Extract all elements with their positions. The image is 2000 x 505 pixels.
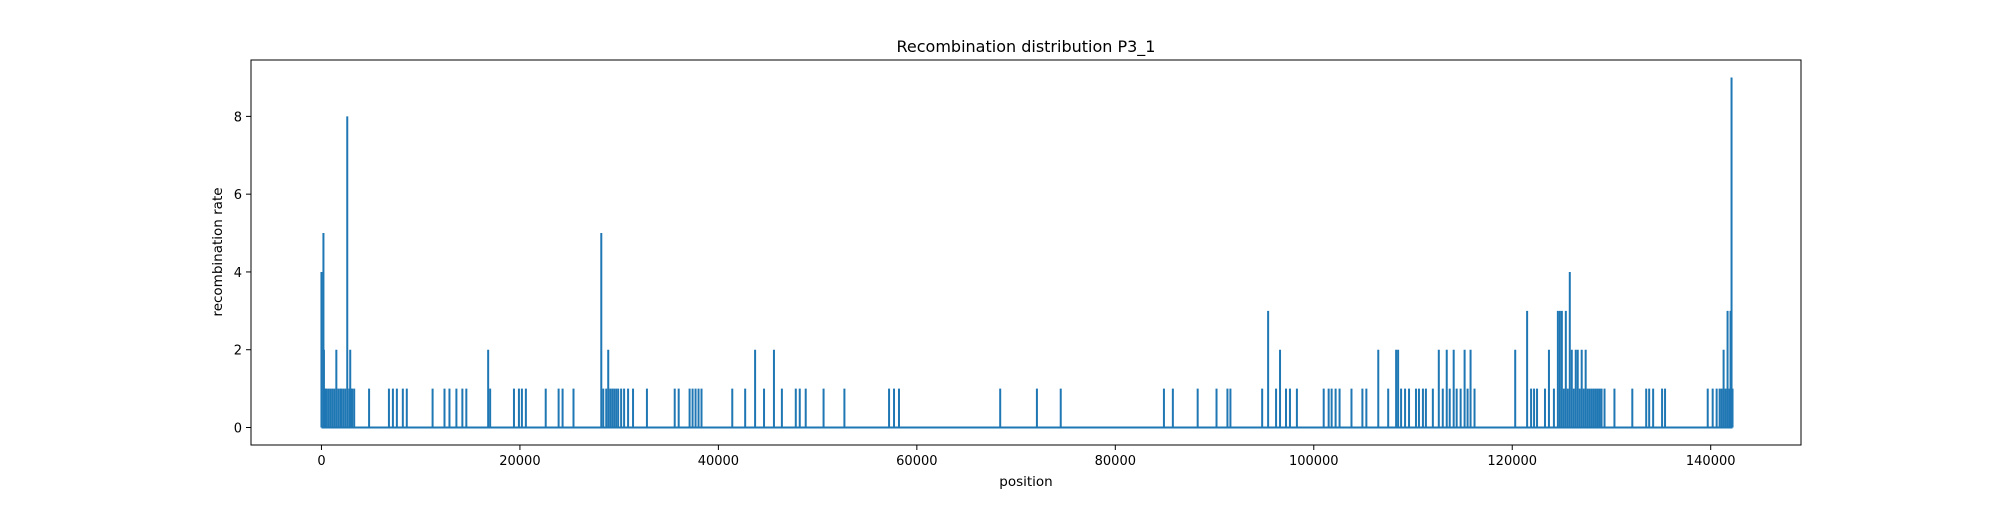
y-tick-label: 0	[234, 422, 242, 437]
chart-title: Recombination distribution P3_1	[897, 37, 1156, 57]
y-axis-label: recombination rate	[210, 187, 226, 316]
x-tick-label: 100000	[1289, 454, 1339, 469]
plot-layer	[320, 77, 1734, 429]
x-tick-label: 60000	[896, 454, 937, 469]
x-tick-label: 80000	[1095, 454, 1136, 469]
y-tick-label: 6	[234, 188, 242, 203]
x-tick-label: 0	[317, 454, 325, 469]
x-axis-label: position	[999, 474, 1052, 490]
x-axis-ticks: 0 20000 40000 60000 80000 100000 120000 140000	[317, 445, 1736, 469]
y-tick-label: 4	[234, 266, 242, 281]
y-tick-label: 8	[234, 110, 242, 125]
x-tick-label: 120000	[1487, 454, 1537, 469]
x-tick-label: 40000	[698, 454, 739, 469]
y-tick-label: 2	[234, 344, 242, 359]
x-tick-label: 140000	[1686, 454, 1736, 469]
y-axis-ticks: 0 2 4 6 8	[234, 110, 251, 437]
x-tick-label: 20000	[499, 454, 540, 469]
axes-frame	[250, 59, 1802, 446]
